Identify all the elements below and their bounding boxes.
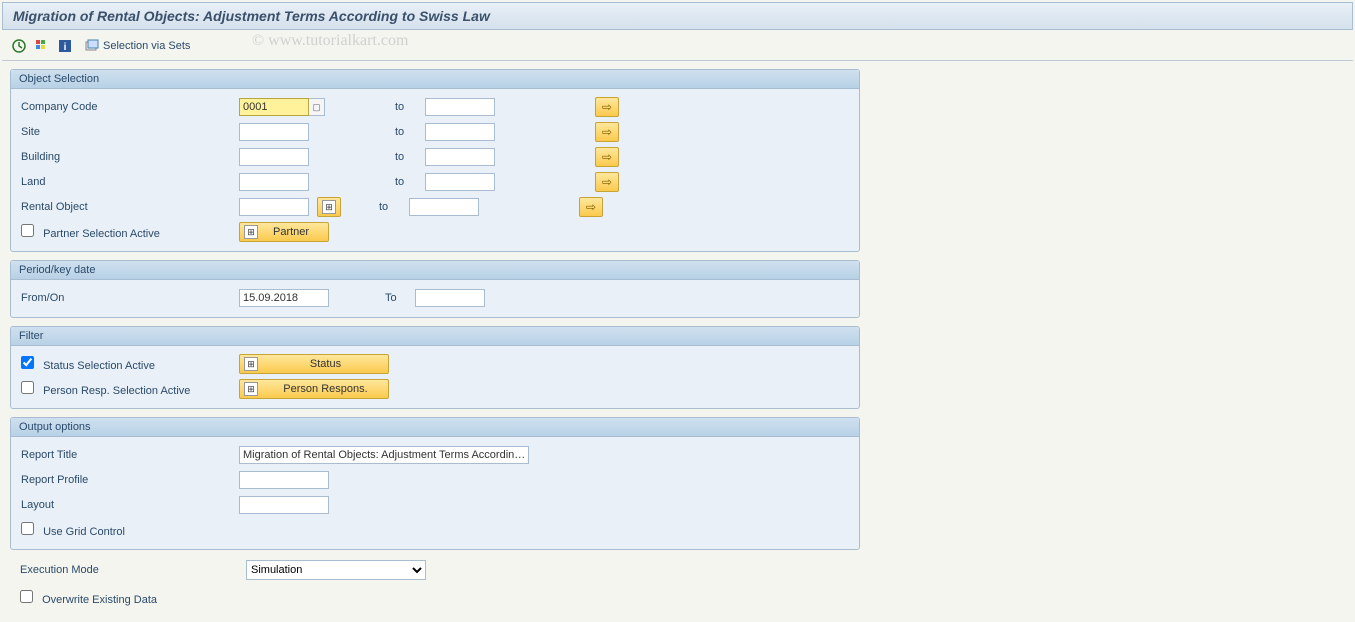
site-to-input[interactable] xyxy=(425,123,495,141)
overwrite-text: Overwrite Existing Data xyxy=(42,594,157,606)
to-label: to xyxy=(395,176,425,188)
building-more-button[interactable]: ⇨ xyxy=(595,147,619,167)
person-resp-checkbox[interactable] xyxy=(21,381,34,394)
output-header: Output options xyxy=(11,418,859,437)
partner-button-label: Partner xyxy=(273,226,309,238)
selection-via-sets-button[interactable]: Selection via Sets xyxy=(79,37,196,55)
overwrite-label-wrap: Overwrite Existing Data xyxy=(20,590,246,606)
status-button-label: Status xyxy=(273,358,378,370)
report-title-input[interactable] xyxy=(239,446,529,464)
use-grid-label: Use Grid Control xyxy=(19,522,239,538)
period-to-label: To xyxy=(385,292,415,304)
status-button[interactable]: ⊞ Status xyxy=(239,354,389,374)
layout-input[interactable] xyxy=(239,496,329,514)
building-label: Building xyxy=(19,151,239,163)
site-label: Site xyxy=(19,126,239,138)
rental-object-to-input[interactable] xyxy=(409,198,479,216)
land-more-button[interactable]: ⇨ xyxy=(595,172,619,192)
partner-selection-checkbox[interactable] xyxy=(21,224,34,237)
selection-via-sets-label: Selection via Sets xyxy=(103,40,190,52)
rental-object-detail-button[interactable]: ⊞ xyxy=(317,197,341,217)
land-label: Land xyxy=(19,176,239,188)
status-selection-label: Status Selection Active xyxy=(19,356,239,372)
from-on-label: From/On xyxy=(19,292,239,304)
content-area: Object Selection Company Code ▢ to ⇨ Sit… xyxy=(0,61,1355,622)
status-selection-checkbox[interactable] xyxy=(21,356,34,369)
person-resp-button-label: Person Respons. xyxy=(273,383,378,395)
detail-icon: ⊞ xyxy=(244,382,258,396)
detail-icon: ⊞ xyxy=(244,225,258,239)
toolbar: i Selection via Sets © www.tutorialkart.… xyxy=(2,32,1353,61)
watermark-text: © www.tutorialkart.com xyxy=(252,32,408,50)
layout-label: Layout xyxy=(19,499,239,511)
report-title-label: Report Title xyxy=(19,449,239,461)
to-label: to xyxy=(395,151,425,163)
building-to-input[interactable] xyxy=(425,148,495,166)
person-resp-text: Person Resp. Selection Active xyxy=(43,385,190,397)
company-code-from-input[interactable] xyxy=(239,98,309,116)
use-grid-text: Use Grid Control xyxy=(43,526,125,538)
execution-mode-label: Execution Mode xyxy=(20,564,246,576)
color-icon[interactable] xyxy=(33,37,51,55)
partner-button[interactable]: ⊞ Partner xyxy=(239,222,329,242)
to-label: to xyxy=(395,101,425,113)
info-icon[interactable]: i xyxy=(56,37,74,55)
person-resp-button[interactable]: ⊞ Person Respons. xyxy=(239,379,389,399)
report-profile-input[interactable] xyxy=(239,471,329,489)
site-from-input[interactable] xyxy=(239,123,309,141)
object-selection-panel: Object Selection Company Code ▢ to ⇨ Sit… xyxy=(10,69,860,252)
rental-object-label: Rental Object xyxy=(19,201,239,213)
rental-object-from-input[interactable] xyxy=(239,198,309,216)
report-profile-label: Report Profile xyxy=(19,474,239,486)
period-to-input[interactable] xyxy=(415,289,485,307)
page-title: Migration of Rental Objects: Adjustment … xyxy=(2,2,1353,30)
overwrite-checkbox[interactable] xyxy=(20,590,33,603)
partner-selection-label: Partner Selection Active xyxy=(19,224,239,240)
detail-icon: ⊞ xyxy=(244,357,258,371)
output-panel: Output options Report Title Report Profi… xyxy=(10,417,860,550)
land-from-input[interactable] xyxy=(239,173,309,191)
execution-mode-select[interactable]: Simulation xyxy=(246,560,426,580)
filter-panel: Filter Status Selection Active ⊞ Status … xyxy=(10,326,860,409)
company-code-to-input[interactable] xyxy=(425,98,495,116)
execute-icon[interactable] xyxy=(10,37,28,55)
company-code-label: Company Code xyxy=(19,101,239,113)
company-code-more-button[interactable]: ⇨ xyxy=(595,97,619,117)
partner-selection-text: Partner Selection Active xyxy=(43,228,160,240)
land-to-input[interactable] xyxy=(425,173,495,191)
to-label: to xyxy=(379,201,409,213)
period-header: Period/key date xyxy=(11,261,859,280)
building-from-input[interactable] xyxy=(239,148,309,166)
period-panel: Period/key date From/On To xyxy=(10,260,860,318)
company-code-f4-icon[interactable]: ▢ xyxy=(309,98,325,116)
filter-header: Filter xyxy=(11,327,859,346)
site-more-button[interactable]: ⇨ xyxy=(595,122,619,142)
svg-text:i: i xyxy=(64,42,67,53)
from-on-input[interactable] xyxy=(239,289,329,307)
status-selection-text: Status Selection Active xyxy=(43,360,155,372)
use-grid-checkbox[interactable] xyxy=(21,522,34,535)
rental-object-more-button[interactable]: ⇨ xyxy=(579,197,603,217)
to-label: to xyxy=(395,126,425,138)
person-resp-label: Person Resp. Selection Active xyxy=(19,381,239,397)
object-selection-header: Object Selection xyxy=(11,70,859,89)
